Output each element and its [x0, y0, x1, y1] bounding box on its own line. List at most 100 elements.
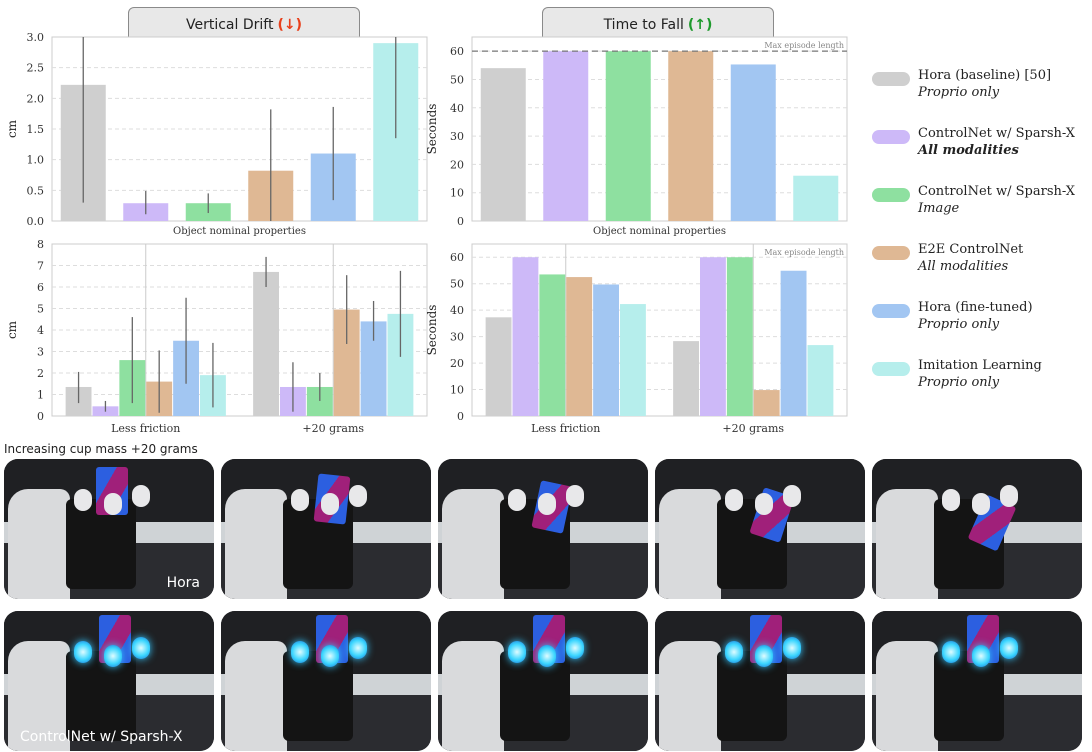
legend-sublabel: Image	[918, 201, 960, 216]
y-tick-label: 0	[457, 410, 464, 423]
robot-photo-frame	[438, 611, 648, 751]
legend-label: ControlNet w/ Sparsh-X	[918, 126, 1076, 141]
legend-swatch	[872, 130, 910, 144]
time-to-fall-title-text: Time to Fall	[603, 17, 684, 33]
y-axis-label: cm	[5, 119, 19, 138]
vertical-drift-title-text: Vertical Drift	[186, 17, 274, 33]
legend-item: Hora (fine-tuned) Proprio only	[872, 300, 1092, 358]
y-tick-label: 1.5	[27, 123, 45, 136]
bar	[512, 257, 539, 416]
bar	[620, 304, 646, 416]
legend-sublabel: Proprio only	[918, 317, 1000, 332]
bar	[253, 271, 279, 416]
bar	[605, 51, 651, 222]
legend-label: E2E ControlNet	[918, 242, 1024, 257]
legend-label: ControlNet w/ Sparsh-X	[918, 184, 1076, 199]
y-tick-label: 5	[37, 303, 44, 316]
bar	[726, 257, 753, 416]
y-tick-label: 0	[37, 410, 44, 423]
x-tick-label: Less friction	[531, 422, 600, 435]
y-tick-label: 2.5	[27, 62, 45, 75]
y-tick-label: 30	[450, 130, 464, 143]
robot-photo-frame	[221, 611, 431, 751]
legend-sublabel: Proprio only	[918, 375, 1000, 390]
y-tick-label: 20	[450, 357, 464, 370]
bar	[539, 274, 566, 416]
photo-row-label: ControlNet w/ Sparsh-X	[20, 729, 183, 745]
y-tick-label: 60	[450, 45, 464, 58]
legend-label: Hora (baseline) [50]	[918, 68, 1052, 83]
robot-photo-frame	[872, 611, 1082, 751]
legend-swatch	[872, 362, 910, 376]
robot-photo-frame	[655, 611, 865, 751]
legend-sublabel: Proprio only	[918, 85, 1000, 100]
y-tick-label: 3	[37, 346, 44, 359]
x-tick-label: +20 grams	[722, 422, 784, 435]
y-tick-label: 8	[37, 240, 44, 251]
bar	[780, 270, 807, 416]
vertical-drift-nominal-chart: 0.0 0.5 1.0 1.5 2.0 2.5 3.0 cm Object nominal pr…	[5, 31, 428, 237]
x-axis-label: Object nominal properties	[173, 226, 306, 237]
legend-swatch	[872, 246, 910, 260]
arrow-up-icon: (↑)	[687, 17, 713, 33]
y-tick-label: 2	[37, 367, 44, 380]
robot-photo-frame	[438, 459, 648, 599]
bar	[793, 175, 839, 221]
y-tick-label: 60	[450, 251, 464, 264]
legend-item: Imitation Learning Proprio only	[872, 358, 1092, 416]
legend-sublabel: All modalities	[918, 143, 1019, 158]
bar	[480, 68, 526, 221]
legend-label: Imitation Learning	[918, 358, 1042, 373]
y-tick-label: 20	[450, 158, 464, 171]
legend-item: ControlNet w/ Sparsh-X Image	[872, 184, 1092, 242]
y-tick-label: 4	[37, 324, 44, 337]
legend-item: Hora (baseline) [50] Proprio only	[872, 68, 1092, 126]
legend-swatch	[872, 72, 910, 86]
bar	[485, 317, 512, 416]
robot-photo-frame	[872, 459, 1082, 599]
y-tick-label: 10	[450, 187, 464, 200]
y-tick-label: 50	[450, 278, 464, 291]
y-axis-label: Seconds	[425, 104, 439, 155]
robot-photo-frame: Hora	[4, 459, 214, 599]
y-tick-label: 30	[450, 331, 464, 344]
y-tick-label: 1	[37, 389, 44, 402]
y-axis-label: cm	[5, 320, 19, 339]
legend-item: ControlNet w/ Sparsh-X All modalities	[872, 126, 1092, 184]
legend-sublabel: All modalities	[918, 259, 1009, 274]
plot-area	[471, 36, 848, 222]
y-tick-label: 0	[457, 215, 464, 228]
bar	[543, 51, 589, 222]
time-to-fall-perturbed-chart: 0 10 20 30 40 50 60 Seconds Less friction +20 gra…	[425, 243, 848, 435]
y-tick-label: 2.0	[27, 92, 45, 105]
y-tick-label: 0.0	[27, 215, 45, 228]
x-tick-label: Less friction	[111, 422, 180, 435]
legend-swatch	[872, 188, 910, 202]
legend-item: E2E ControlNet All modalities	[872, 242, 1092, 300]
y-tick-label: 7	[37, 260, 44, 273]
photo-row-label: Hora	[166, 575, 200, 591]
max-episode-annotation: Max episode length	[764, 248, 844, 257]
bar	[668, 51, 714, 222]
y-axis-label: Seconds	[425, 305, 439, 356]
y-tick-label: 50	[450, 73, 464, 86]
x-axis-label: Object nominal properties	[593, 226, 726, 237]
arrow-down-icon: (↓)	[277, 17, 302, 33]
bar	[593, 284, 619, 416]
legend: Hora (baseline) [50] Proprio only Contro…	[872, 68, 1092, 416]
robot-photo-frame	[221, 459, 431, 599]
y-tick-label: 40	[450, 102, 464, 115]
y-tick-label: 1.0	[27, 154, 45, 167]
robot-photo-frame: ControlNet w/ Sparsh-X	[4, 611, 214, 751]
y-tick-label: 6	[37, 281, 44, 294]
bar	[566, 277, 593, 416]
bar	[730, 64, 776, 221]
vertical-drift-perturbed-chart: 0 1 2 3 4 5 6 7 8 cm Less friction +20 grams	[5, 240, 428, 435]
plot-area	[51, 36, 428, 222]
robot-photo-frame	[655, 459, 865, 599]
legend-swatch	[872, 304, 910, 318]
time-to-fall-nominal-chart: 0 10 20 30 40 50 60 Seconds Object nominal prope…	[425, 36, 848, 237]
bar	[753, 390, 780, 416]
bar	[700, 257, 726, 416]
y-tick-label: 0.5	[27, 184, 45, 197]
